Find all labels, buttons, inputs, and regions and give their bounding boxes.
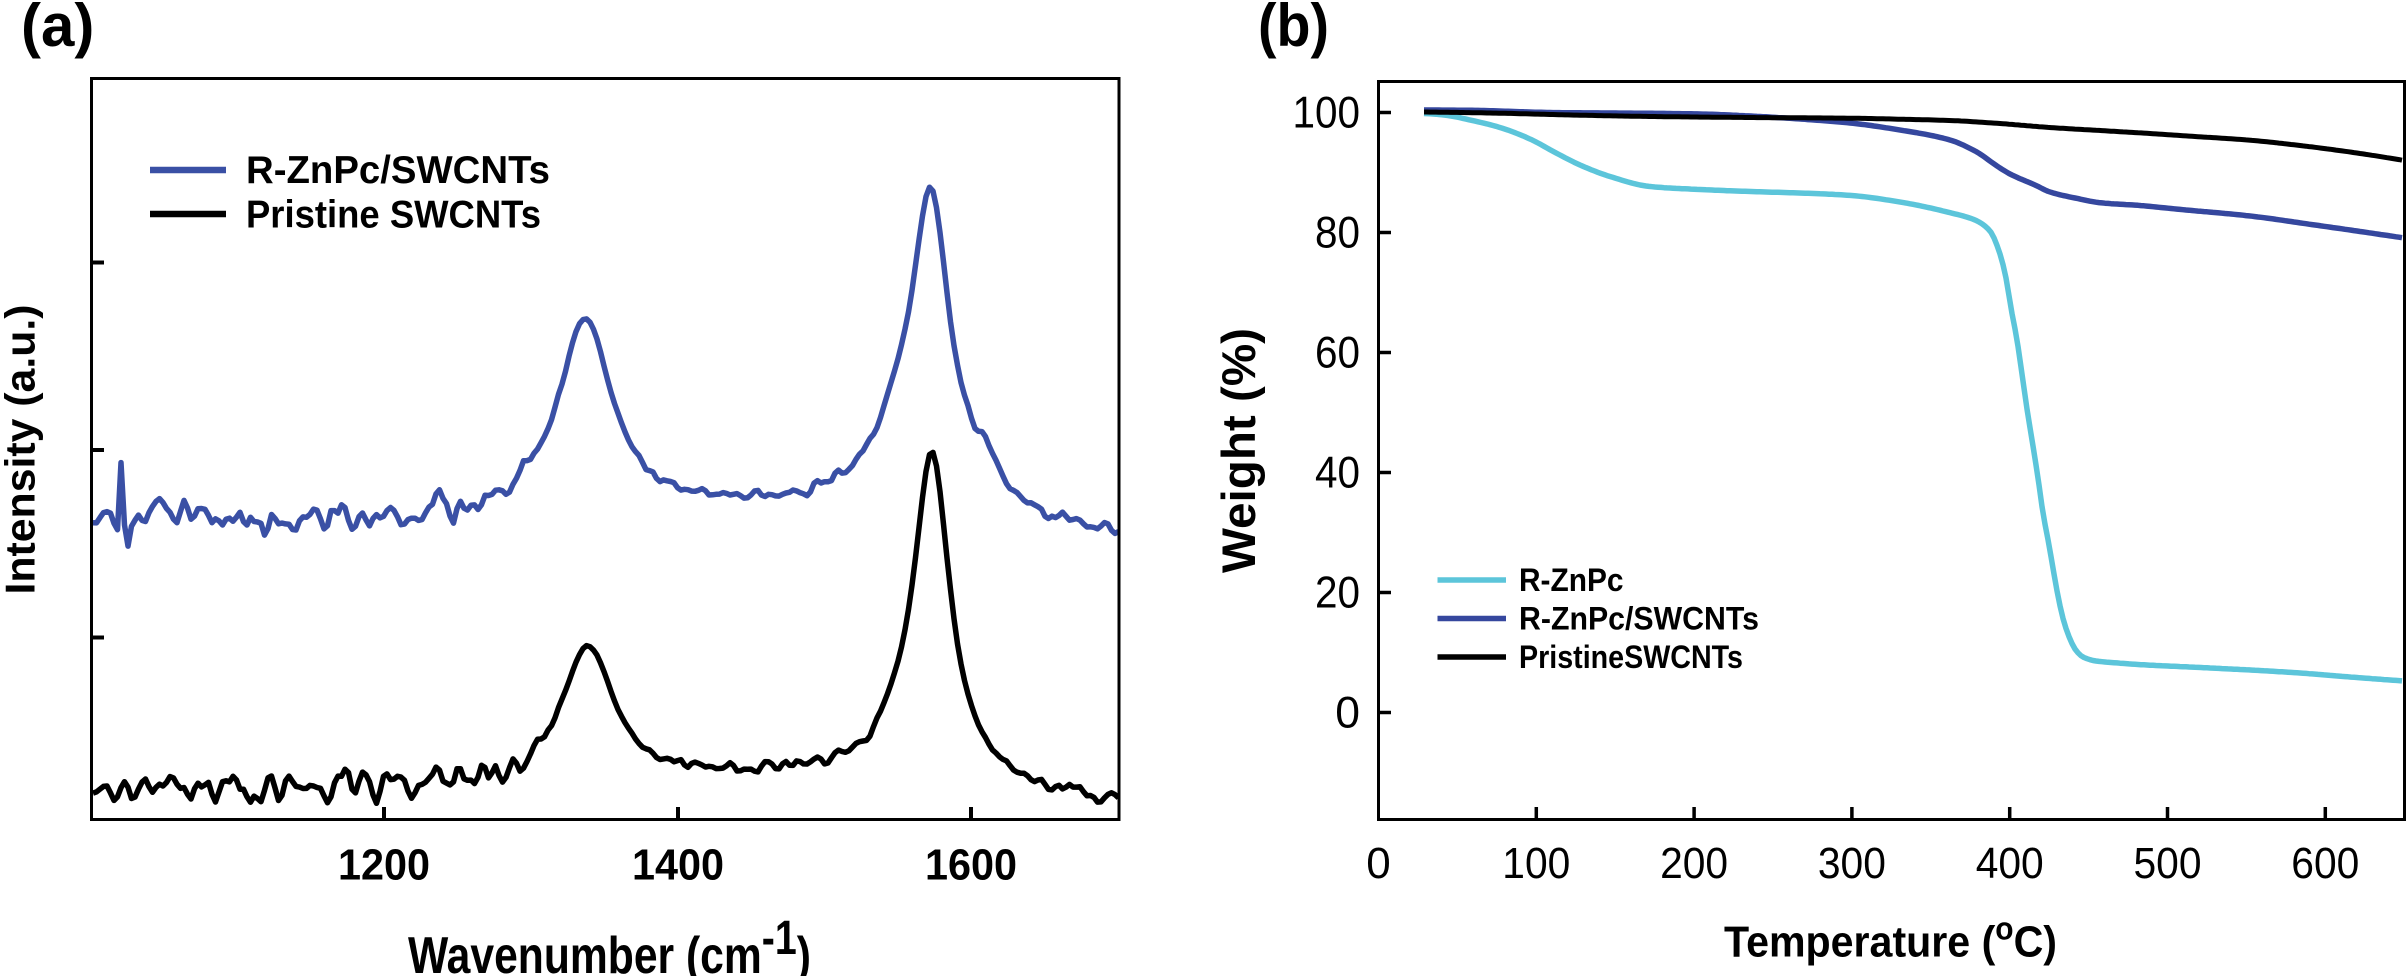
svg-text:60: 60 — [1315, 329, 1360, 378]
svg-text:20: 20 — [1315, 569, 1360, 618]
svg-text:R-ZnPc/SWCNTs: R-ZnPc/SWCNTs — [246, 149, 550, 192]
svg-text:Weight (%): Weight (%) — [1212, 328, 1265, 573]
svg-text:100: 100 — [1293, 89, 1361, 138]
svg-text:0: 0 — [1366, 839, 1390, 888]
svg-text:300: 300 — [1818, 839, 1886, 888]
svg-text:500: 500 — [2134, 839, 2202, 888]
svg-text:40: 40 — [1315, 449, 1360, 498]
svg-text:1600: 1600 — [925, 841, 1017, 890]
svg-text:200: 200 — [1660, 839, 1728, 888]
svg-text:100: 100 — [1502, 839, 1570, 888]
svg-text:600: 600 — [2291, 839, 2359, 888]
svg-text:0: 0 — [1335, 689, 1360, 738]
svg-text:PristineSWCNTs: PristineSWCNTs — [1519, 639, 1743, 675]
svg-text:Intensity (a.u.): Intensity (a.u.) — [0, 305, 44, 595]
svg-text:80: 80 — [1315, 209, 1360, 258]
svg-text:(b): (b) — [1258, 0, 1329, 59]
svg-text:(a): (a) — [21, 0, 94, 59]
svg-text:1400: 1400 — [632, 841, 724, 890]
svg-text:1200: 1200 — [338, 841, 430, 890]
svg-text:R-ZnPc/SWCNTs: R-ZnPc/SWCNTs — [1519, 601, 1759, 637]
svg-text:400: 400 — [1976, 839, 2044, 888]
svg-text:Pristine SWCNTs: Pristine SWCNTs — [246, 194, 541, 237]
svg-text:R-ZnPc: R-ZnPc — [1519, 562, 1624, 598]
